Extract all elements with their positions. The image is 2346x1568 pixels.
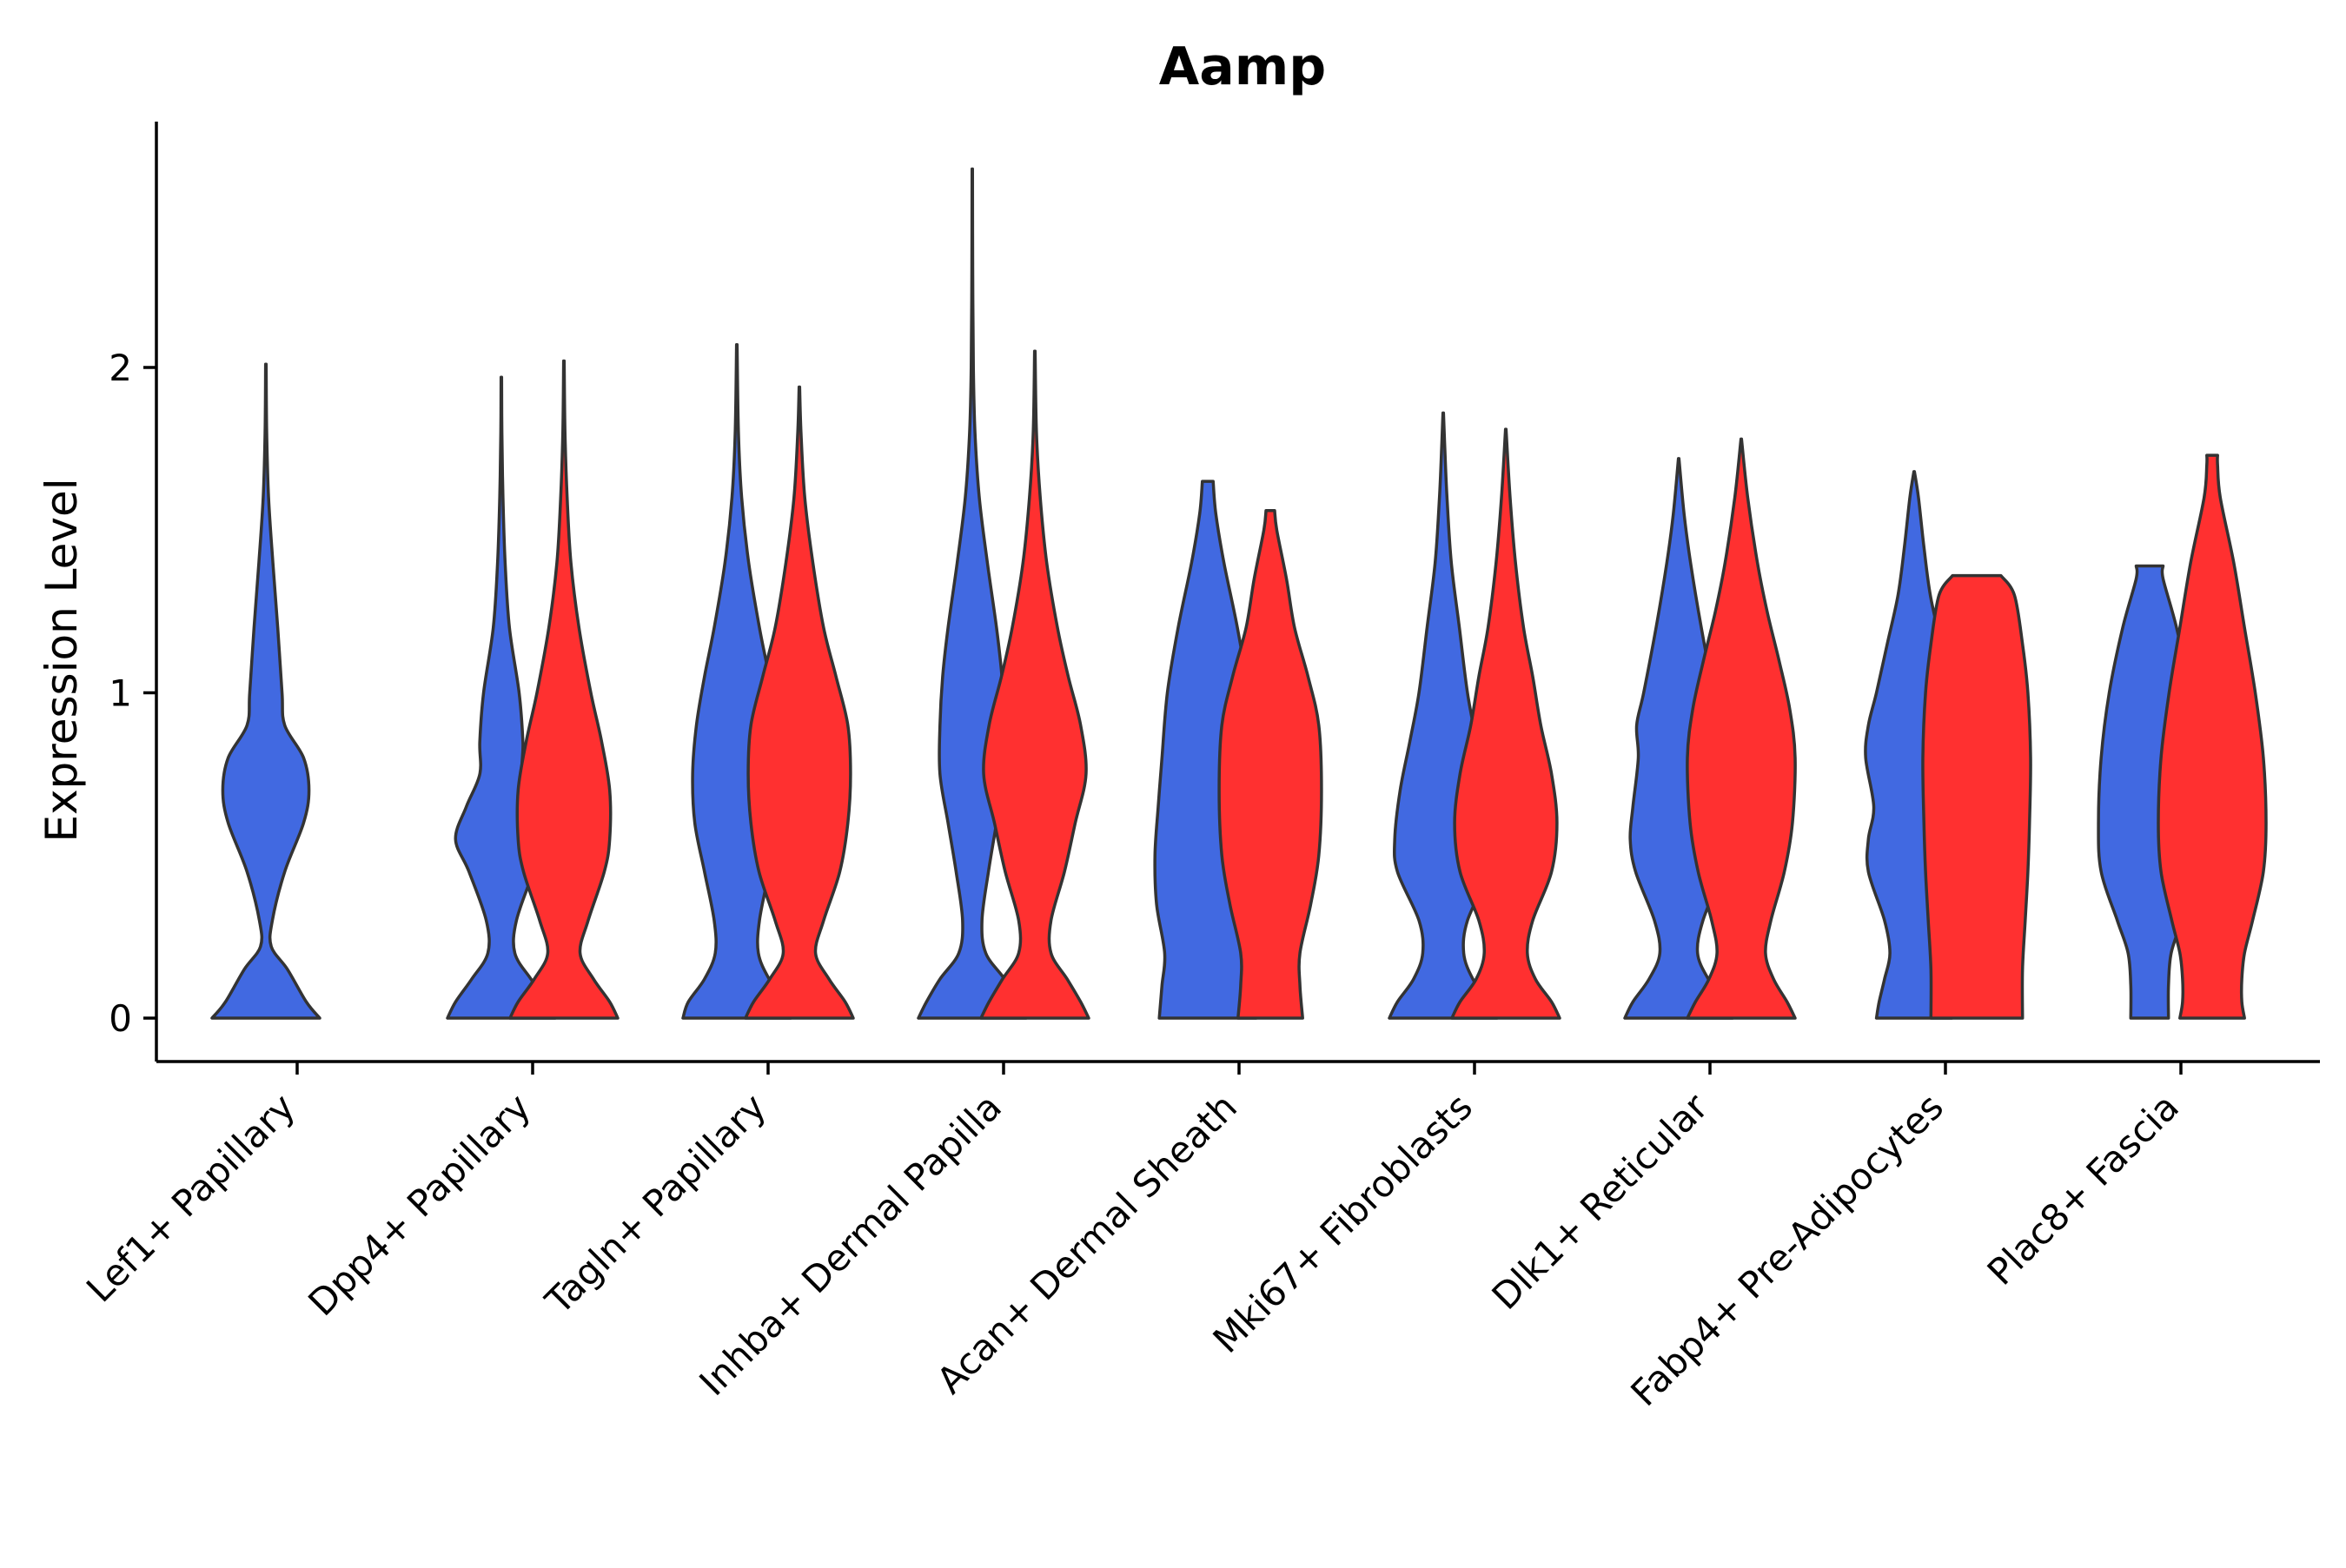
violin-plac8-fascia-b — [2157, 453, 2268, 1020]
violin-mki67-fibroblasts-b — [1450, 427, 1561, 1020]
violin-acan-dermal-sheath-b — [1217, 509, 1323, 1020]
y-ticks: 0 1 2 — [109, 347, 156, 1040]
x-tick-label-plac8-fascia: Plac8+ Fascia — [1979, 1085, 2187, 1293]
y-tick-label-0: 0 — [109, 997, 132, 1040]
y-tick-label-1: 1 — [109, 672, 132, 715]
x-tick-label-dpp4-papillary: Dpp4+ Papillary — [300, 1085, 539, 1324]
x-tick-label-mki67-fibroblasts: Mki67+ Fibroblasts — [1205, 1085, 1481, 1360]
violin-dpp4-papillary-b — [508, 359, 620, 1020]
violin-tagln-papillary-b — [744, 385, 855, 1020]
x-tick-label-dlk1-reticular: Dlk1+ Reticular — [1484, 1085, 1717, 1318]
chart-title: Aamp — [1159, 36, 1326, 97]
x-tick-label-lef1-papillary: Lef1+ Papillary — [78, 1085, 303, 1310]
y-axis-label: Expression Level — [36, 478, 87, 842]
violin-group — [210, 167, 2268, 1020]
violin-fabp4-pre-adipocytes-b — [1921, 573, 2032, 1020]
y-tick-label-2: 2 — [109, 347, 132, 389]
violin-lef1-papillary-a — [210, 362, 321, 1020]
violin-dlk1-reticular-b — [1686, 437, 1797, 1020]
violin-inhba-dermal-papilla-b — [979, 349, 1090, 1020]
x-tick-label-tagln-papillary: Tagln+ Papillary — [537, 1085, 774, 1322]
